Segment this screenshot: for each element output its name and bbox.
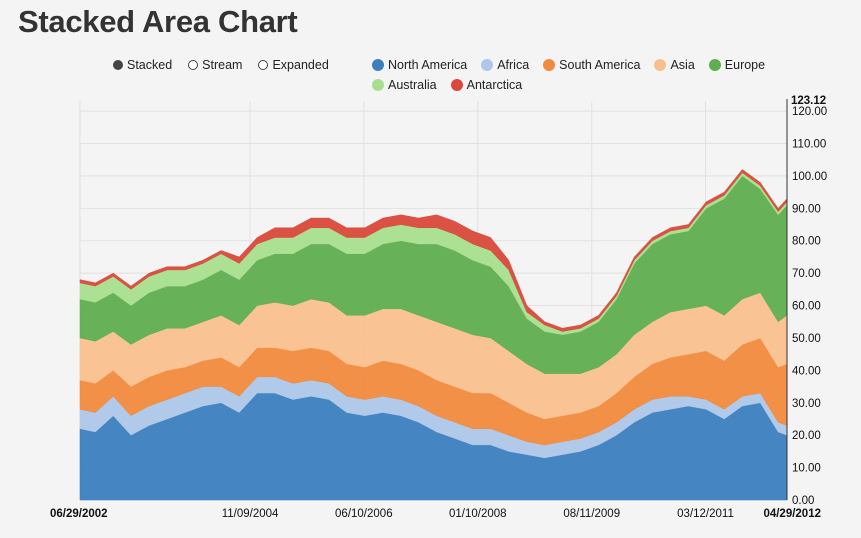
legend-label: Europe [724,58,766,72]
y-tick-label: 0.00 [792,495,814,507]
legend-dot-icon [372,79,384,91]
control-stream-label: Stream [202,58,243,72]
x-tick-label: 06/10/2006 [335,508,393,520]
legend-label: South America [559,58,641,72]
legend-item-asia[interactable]: Asia [654,58,695,72]
legend-item-south-america[interactable]: South America [543,58,640,72]
y-tick-label: 90.00 [792,203,821,215]
control-stacked-label: Stacked [127,58,173,72]
chart-style-controls: Stacked Stream Expanded [113,58,329,72]
x-tick-label: 11/09/2004 [222,508,279,520]
y-tick-label: 30.00 [792,398,821,410]
legend-item-north-america[interactable]: North America [372,58,467,72]
y-tick-label: 50.00 [792,333,821,345]
legend-item-australia[interactable]: Australia [372,78,437,92]
radio-stream-icon [188,60,199,70]
legend-dot-icon [372,59,384,71]
legend-dot-icon [543,59,556,71]
control-stacked[interactable]: Stacked [113,58,172,72]
legend-dot-icon [481,59,494,71]
y-tick-label: 110.00 [792,139,826,151]
legend-label: Africa [497,58,530,72]
control-stream[interactable]: Stream [188,58,242,72]
x-tick-label: 08/11/2009 [563,508,620,520]
x-tick-label: 04/29/2012 [763,508,821,520]
x-tick-label: 03/12/2011 [677,508,734,520]
legend-item-africa[interactable]: Africa [481,58,529,72]
legend-item-antarctica[interactable]: Antarctica [450,78,523,92]
y-tick-label: 60.00 [792,301,821,313]
x-tick-label: 06/29/2002 [50,508,108,520]
legend-label: Asia [670,58,695,72]
legend-dot-icon [450,79,463,91]
y-tick-label: 70.00 [792,268,821,280]
x-tick-label: 01/10/2008 [449,508,507,520]
legend-label: North America [388,58,468,72]
y-max-label: 123.12 [791,95,826,107]
control-expanded[interactable]: Expanded [258,58,329,72]
radio-stacked-icon [113,60,123,70]
legend-label: Antarctica [466,78,523,92]
chart-title: Stacked Area Chart [18,4,298,39]
y-tick-label: 120.00 [792,106,827,118]
legend-label: Australia [388,78,437,92]
legend-dot-icon [654,59,667,71]
y-tick-label: 40.00 [792,365,821,377]
y-tick-label: 100.00 [792,171,827,183]
legend-item-europe[interactable]: Europe [708,58,766,72]
y-tick-label: 80.00 [792,236,821,248]
y-tick-label: 10.00 [792,463,821,475]
radio-expanded-icon [258,60,269,70]
legend-dot-icon [708,59,721,71]
legend: North America Africa South America Asia Euro… [372,58,792,92]
y-tick-label: 20.00 [792,430,821,442]
control-expanded-label: Expanded [272,58,329,72]
